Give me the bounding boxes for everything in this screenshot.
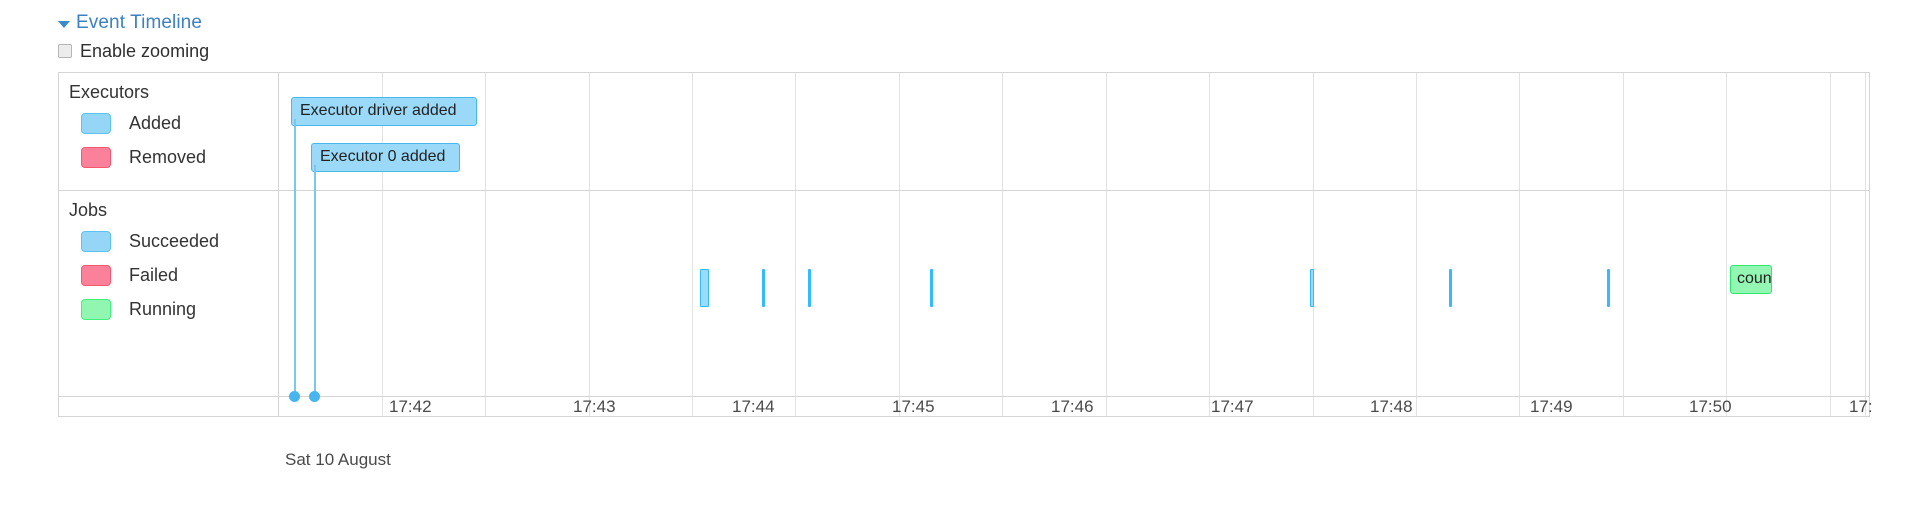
swatch-running-icon: [81, 298, 111, 320]
axis-tick-label: 17:49: [1530, 397, 1573, 416]
event-timeline-toggle[interactable]: Event Timeline: [58, 12, 202, 34]
job-marker[interactable]: [1310, 269, 1314, 307]
gridline: [1002, 191, 1003, 396]
gridline: [1416, 73, 1417, 190]
gridline: [589, 73, 590, 190]
gridline: [485, 191, 486, 396]
job-marker[interactable]: [700, 269, 709, 307]
swatch-added-icon: [81, 112, 111, 134]
legend-group-title-jobs: Jobs: [69, 200, 108, 220]
gridline: [1209, 191, 1210, 396]
legend-item-failed: Failed: [69, 258, 278, 292]
timeline-plot-area[interactable]: Executor driver added Executor 0 added co…: [279, 73, 1869, 416]
caret-down-icon: [58, 20, 70, 28]
legend-label-failed: Failed: [129, 265, 179, 285]
timeline-legend: Executors Added Removed Jobs Succeeded F…: [59, 73, 279, 416]
gridline: [382, 191, 383, 396]
legend-group-title-executors: Executors: [69, 82, 150, 102]
legend-group-executors: Executors Added Removed: [59, 73, 278, 191]
job-running-pill[interactable]: count: [1730, 265, 1772, 294]
enable-zooming-row[interactable]: Enable zooming: [58, 41, 209, 61]
checkbox-unchecked-icon[interactable]: [58, 44, 72, 58]
executor-event-pill[interactable]: Executor 0 added: [311, 143, 460, 172]
axis-date-label: Sat 10 August: [285, 450, 391, 469]
axis-tick-label: 17:48: [1370, 397, 1413, 416]
gridline: [1726, 191, 1727, 396]
gridline: [795, 73, 796, 190]
gridline: [1623, 73, 1624, 190]
legend-label-running: Running: [129, 299, 197, 319]
gridline: [1209, 73, 1210, 190]
job-marker[interactable]: [930, 269, 933, 307]
gridline: [485, 73, 486, 190]
enable-zooming-label: Enable zooming: [80, 41, 210, 61]
gridline: [1726, 73, 1727, 190]
page-title: Event Timeline: [76, 12, 203, 33]
gridline: [692, 73, 693, 190]
legend-item-added: Added: [69, 106, 278, 140]
gridline: [1313, 73, 1314, 190]
axis-tick-label: 17:44: [732, 397, 775, 416]
event-timeline-chart: Executors Added Removed Jobs Succeeded F…: [58, 72, 1873, 469]
axis-tick-label: 17:47: [1211, 397, 1254, 416]
legend-label-added: Added: [129, 113, 182, 133]
gridline: [382, 73, 383, 190]
legend-label-succeeded: Succeeded: [129, 231, 220, 251]
legend-item-running: Running: [69, 292, 278, 326]
gridlines-jobs: [279, 191, 1869, 396]
gridline: [1830, 191, 1831, 396]
gridline: [1623, 191, 1624, 396]
axis-tick-label: 17:45: [892, 397, 935, 416]
gridline: [1106, 191, 1107, 396]
legend-item-succeeded: Succeeded: [69, 224, 278, 258]
gridline: [1519, 191, 1520, 396]
axis-tick-label: 17:43: [573, 397, 616, 416]
gridline: [1106, 73, 1107, 190]
axis-tick-label: 17:50: [1689, 397, 1732, 416]
job-marker[interactable]: [762, 269, 765, 307]
job-marker[interactable]: [1449, 269, 1452, 307]
gridline: [899, 191, 900, 396]
swatch-succeeded-icon: [81, 230, 111, 252]
axis-tick-label: 17:42: [389, 397, 432, 416]
job-marker[interactable]: [1607, 269, 1610, 307]
gridline: [1830, 73, 1831, 190]
gridline: [1865, 191, 1866, 396]
gridline: [589, 191, 590, 396]
gridlines-executors: [279, 73, 1869, 190]
timeline-lane-executors: Executor driver added Executor 0 added: [279, 73, 1869, 191]
swatch-removed-icon: [81, 146, 111, 168]
axis-tick-label: 17:: [1849, 397, 1873, 416]
job-marker[interactable]: [808, 269, 811, 307]
timeline-axis: 17:42 17:43 17:44 17:45 17:46 17:47 17:48 17:49…: [279, 397, 1873, 417]
gridline: [899, 73, 900, 190]
gridline: [1416, 191, 1417, 396]
axis-tick-label: 17:46: [1051, 397, 1094, 416]
gridline: [1865, 73, 1866, 190]
gridline: [1519, 73, 1520, 190]
gridline: [795, 191, 796, 396]
legend-label-removed: Removed: [129, 147, 207, 167]
gridline: [692, 191, 693, 396]
timeline-lane-jobs: count: [279, 191, 1869, 397]
gridline: [1002, 73, 1003, 190]
executor-event-pill[interactable]: Executor driver added: [291, 97, 477, 126]
swatch-failed-icon: [81, 264, 111, 286]
legend-item-removed: Removed: [69, 140, 278, 174]
legend-group-jobs: Jobs Succeeded Failed Running: [59, 191, 278, 397]
